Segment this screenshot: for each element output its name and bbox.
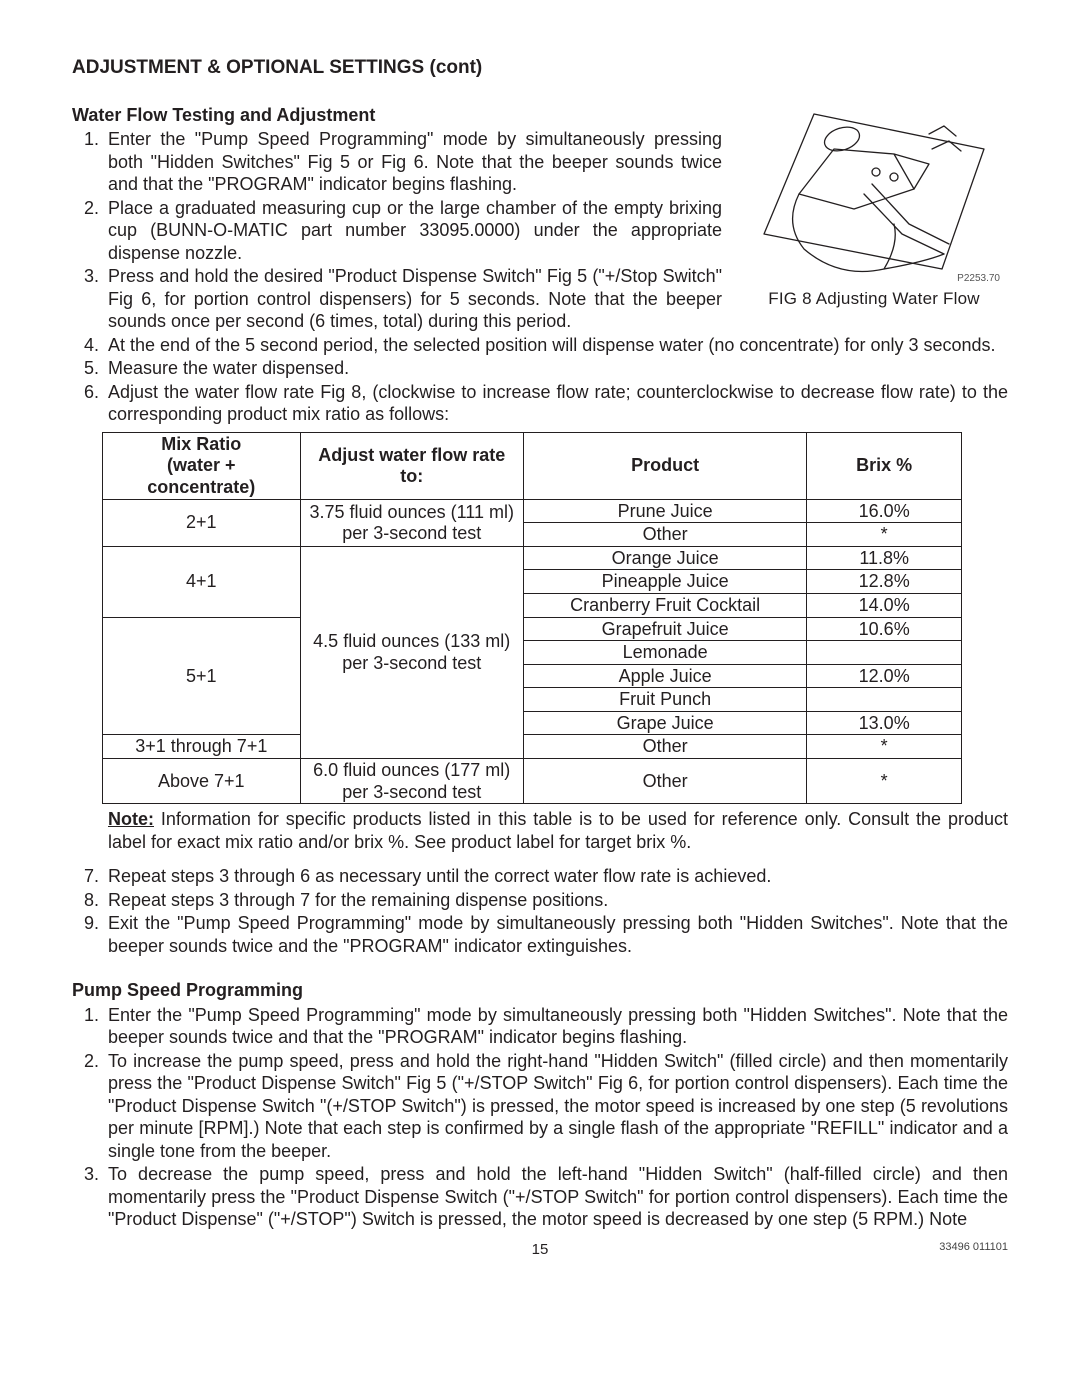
cell-product: Prune Juice <box>523 499 806 523</box>
cell-flow: 6.0 fluid ounces (177 ml) per 3-second t… <box>300 759 523 804</box>
figure-part-number: P2253.70 <box>740 273 1008 286</box>
page-number: 15 <box>532 1241 549 1260</box>
cell-brix: 12.8% <box>807 570 962 594</box>
cell-brix: 12.0% <box>807 664 962 688</box>
cell-brix <box>807 688 962 712</box>
figure-8: P2253.70 FIG 8 Adjusting Water Flow <box>740 94 1008 309</box>
section-a-list-7to9: Repeat steps 3 through 6 as necessary un… <box>72 865 1008 957</box>
cell-brix: * <box>807 735 962 759</box>
header-text: Mix Ratio(water + concentrate) <box>147 434 255 497</box>
list-item: Repeat steps 3 through 7 for the remaini… <box>104 889 1008 912</box>
table-note: Note: Information for specific products … <box>108 808 1008 853</box>
col-header: Mix Ratio(water + concentrate) <box>103 432 301 499</box>
cell-ratio: 2+1 <box>103 499 301 546</box>
table-row: 4+1 4.5 fluid ounces (133 ml) per 3-seco… <box>103 546 962 570</box>
list-item: At the end of the 5 second period, the s… <box>104 334 1008 357</box>
col-header: Product <box>523 432 806 499</box>
table-row: 5+1 Grapefruit Juice 10.6% <box>103 617 962 641</box>
note-label: Note: <box>108 809 154 829</box>
document-id: 33496 011101 <box>939 1241 1008 1255</box>
cell-brix: * <box>807 759 962 804</box>
list-item: Exit the "Pump Speed Programming" mode b… <box>104 912 1008 957</box>
cell-product: Lemonade <box>523 641 806 665</box>
cell-ratio: 5+1 <box>103 617 301 735</box>
cell-product: Other <box>523 523 806 547</box>
cell-product: Other <box>523 735 806 759</box>
cell-product: Apple Juice <box>523 664 806 688</box>
adjusting-water-flow-illustration <box>740 94 1008 274</box>
page-footer: 15 33496 011101 <box>72 1241 1008 1259</box>
col-header: Brix % <box>807 432 962 499</box>
cell-brix: 16.0% <box>807 499 962 523</box>
cell-brix <box>807 641 962 665</box>
cell-product: Cranberry Fruit Cocktail <box>523 593 806 617</box>
section-b-list: Enter the "Pump Speed Programming" mode … <box>72 1004 1008 1231</box>
section-b-heading: Pump Speed Programming <box>72 979 1008 1002</box>
cell-brix: * <box>807 523 962 547</box>
list-item: Repeat steps 3 through 6 as necessary un… <box>104 865 1008 888</box>
cell-brix: 11.8% <box>807 546 962 570</box>
list-item: Place a graduated measuring cup or the l… <box>104 197 722 265</box>
list-item: Measure the water dispensed. <box>104 357 1008 380</box>
list-item: To decrease the pump speed, press and ho… <box>104 1163 1008 1231</box>
list-item: To increase the pump speed, press and ho… <box>104 1050 1008 1163</box>
cell-brix: 10.6% <box>807 617 962 641</box>
table-row: 2+1 3.75 fluid ounces (111 ml) per 3-sec… <box>103 499 962 523</box>
figure-caption: FIG 8 Adjusting Water Flow <box>740 288 1008 309</box>
cell-flow: 3.75 fluid ounces (111 ml) per 3-second … <box>300 499 523 546</box>
list-item: Adjust the water flow rate Fig 8, (clock… <box>104 381 1008 426</box>
list-item: Enter the "Pump Speed Programming" mode … <box>104 128 722 196</box>
cell-product: Orange Juice <box>523 546 806 570</box>
section-a-intro-with-figure: Water Flow Testing and Adjustment Enter … <box>72 94 1008 334</box>
list-item: Enter the "Pump Speed Programming" mode … <box>104 1004 1008 1049</box>
cell-product: Grapefruit Juice <box>523 617 806 641</box>
cell-flow: 4.5 fluid ounces (133 ml) per 3-second t… <box>300 546 523 758</box>
cell-product: Fruit Punch <box>523 688 806 712</box>
cell-product: Other <box>523 759 806 804</box>
list-item: Press and hold the desired "Product Disp… <box>104 265 722 333</box>
mix-ratio-table: Mix Ratio(water + concentrate) Adjust wa… <box>102 432 962 805</box>
cell-ratio: Above 7+1 <box>103 759 301 804</box>
cell-product: Pineapple Juice <box>523 570 806 594</box>
col-header: Adjust water flow rate to: <box>300 432 523 499</box>
cell-brix: 13.0% <box>807 711 962 735</box>
section-a-list-4to6: At the end of the 5 second period, the s… <box>72 334 1008 426</box>
table-row: 3+1 through 7+1 Other * <box>103 735 962 759</box>
section-a-heading: Water Flow Testing and Adjustment <box>72 104 722 127</box>
section-a-list-1to3: Enter the "Pump Speed Programming" mode … <box>72 128 722 333</box>
main-heading: ADJUSTMENT & OPTIONAL SETTINGS (cont) <box>72 56 1008 80</box>
cell-brix: 14.0% <box>807 593 962 617</box>
table-row: Above 7+1 6.0 fluid ounces (177 ml) per … <box>103 759 962 804</box>
cell-product: Grape Juice <box>523 711 806 735</box>
note-text: Information for specific products listed… <box>108 809 1008 852</box>
cell-ratio: 4+1 <box>103 546 301 617</box>
table-header-row: Mix Ratio(water + concentrate) Adjust wa… <box>103 432 962 499</box>
cell-ratio: 3+1 through 7+1 <box>103 735 301 759</box>
